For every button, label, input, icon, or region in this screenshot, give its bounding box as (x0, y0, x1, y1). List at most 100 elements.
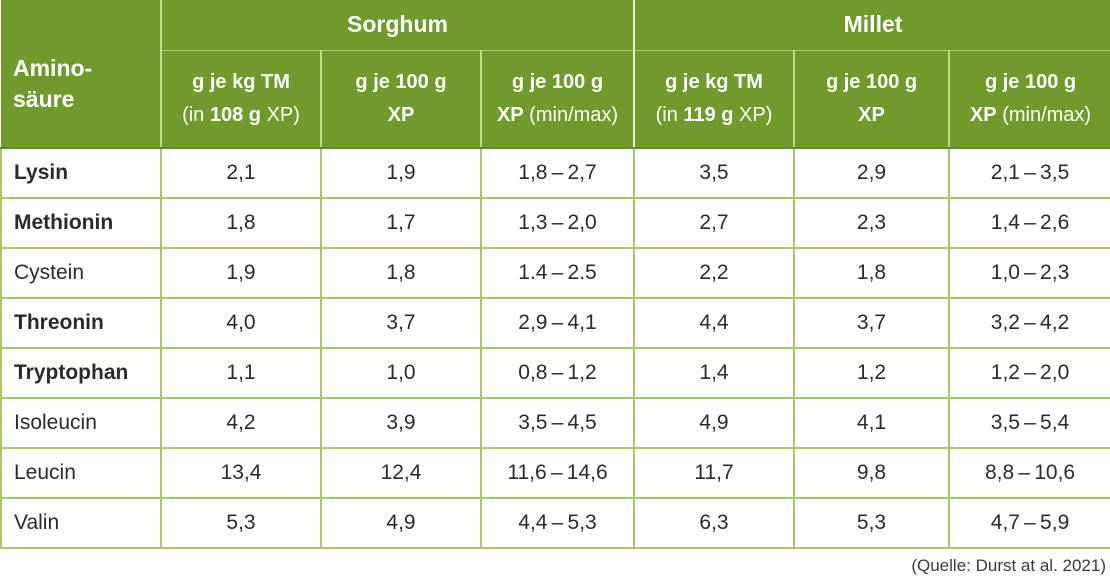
cell-value: 1,3 – 2,0 (479, 197, 636, 249)
cell-value: 1,7 (320, 197, 482, 249)
column-header-line1: g je 100 g (825, 70, 918, 93)
cell-value: 2,9 (793, 147, 951, 199)
cell-value: 4,1 (793, 397, 951, 449)
header-text: (in (655, 103, 684, 126)
amino-acid-name: Methionin (0, 197, 162, 249)
column-header-line2: XP (min/max) (950, 99, 1110, 132)
cell-value: 5,3 (160, 497, 322, 549)
header-text: XP) (261, 103, 300, 126)
amino-acid-table: Amino- säure Sorghum Millet g je kg TM (… (0, 0, 1110, 549)
cell-value: 2,7 (633, 197, 796, 249)
cell-value: 3,5 – 4,5 (479, 397, 636, 449)
cell-value: 3,5 (633, 147, 796, 199)
column-header-line1: g je kg TM (665, 70, 763, 93)
cell-value: 1,8 (160, 197, 322, 249)
amino-acid-name: Threonin (0, 297, 162, 349)
cell-value: 9,8 (793, 447, 951, 499)
cell-value: 11,6 – 14,6 (479, 447, 636, 499)
cell-value: 1,0 – 2,3 (948, 247, 1110, 299)
row-header-line1: Amino- (13, 54, 93, 81)
column-header-sorghum-g-100g-xp: g je 100 g XP (320, 50, 481, 149)
header-text-bold: XP (496, 103, 524, 126)
header-text-bold: 119 g (683, 103, 734, 126)
cell-value: 1,9 (160, 247, 322, 299)
table-row: Valin 5,3 4,9 4,4 – 5,3 6,3 5,3 4,7 – 5,… (0, 497, 1110, 549)
cell-value: 1,4 – 2,6 (948, 197, 1110, 249)
cell-value: 6,3 (633, 497, 796, 549)
column-header-sorghum-min-max: g je 100 g XP (min/max) (479, 50, 635, 149)
cell-value: 4,9 (633, 397, 796, 449)
column-header-millet-g-kg-tm: g je kg TM (in 119 g XP) (633, 50, 795, 149)
cell-value: 2,2 (633, 247, 796, 299)
cell-value: 2,1 – 3,5 (948, 147, 1110, 199)
column-header-line2: (in 119 g XP) (635, 99, 793, 132)
amino-acid-name: Lysin (0, 147, 162, 199)
amino-acid-name: Tryptophan (0, 347, 162, 399)
group-header-sorghum: Sorghum (161, 0, 636, 51)
table-header: Amino- säure Sorghum Millet g je kg TM (… (1, 0, 1110, 149)
cell-value: 1,8 (793, 247, 951, 299)
cell-value: 3,7 (320, 297, 482, 349)
column-header-line2: XP (795, 99, 948, 132)
column-header-line1: g je 100 g (355, 70, 447, 93)
cell-value: 3,9 (320, 397, 482, 449)
cell-value: 2,1 (160, 147, 322, 199)
header-text-bold: XP (387, 103, 415, 126)
cell-value: 3,7 (793, 297, 951, 349)
cell-value: 1,9 (320, 147, 482, 199)
table-row: Tryptophan 1,1 1,0 0,8 – 1,2 1,4 1,2 1,2… (0, 347, 1110, 399)
header-text: (min/max) (523, 103, 619, 126)
table-row: Leucin 13,4 12,4 11,6 – 14,6 11,7 9,8 8,… (0, 447, 1110, 499)
table-row: Cystein 1,9 1,8 1.4 – 2.5 2,2 1,8 1,0 – … (0, 247, 1110, 299)
cell-value: 0,8 – 1,2 (479, 347, 636, 399)
group-header-millet: Millet (634, 0, 1110, 51)
header-text: (min/max) (996, 103, 1092, 126)
cell-value: 4,0 (160, 297, 322, 349)
column-header-sorghum-g-kg-tm: g je kg TM (in 108 g XP) (161, 50, 321, 149)
cell-value: 3,5 – 5,4 (948, 397, 1110, 449)
column-header-line1: g je 100 g (511, 70, 604, 93)
table-row: Lysin 2,1 1,9 1,8 – 2,7 3,5 2,9 2,1 – 3,… (0, 147, 1110, 199)
source-citation: (Quelle: Durst at al. 2021) (911, 556, 1106, 575)
header-text-bold: XP (858, 103, 885, 126)
cell-value: 4,4 – 5,3 (479, 497, 636, 549)
column-header-line2: XP (min/max) (482, 99, 633, 132)
cell-value: 2,3 (793, 197, 951, 249)
amino-acid-name: Cystein (0, 247, 162, 299)
cell-value: 1,0 (320, 347, 482, 399)
cell-value: 1,8 (320, 247, 482, 299)
cell-value: 1.4 – 2.5 (479, 247, 636, 299)
cell-value: 4,4 (633, 297, 796, 349)
cell-value: 12,4 (320, 447, 482, 499)
table-body: Lysin 2,1 1,9 1,8 – 2,7 3,5 2,9 2,1 – 3,… (0, 147, 1110, 549)
cell-value: 2,9 – 4,1 (479, 297, 636, 349)
cell-value: 1,1 (160, 347, 322, 399)
amino-acid-name: Leucin (0, 447, 162, 499)
column-header-line1: g je 100 g (984, 70, 1077, 93)
table-row: Isoleucin 4,2 3,9 3,5 – 4,5 4,9 4,1 3,5 … (0, 397, 1110, 449)
header-text: XP) (733, 103, 773, 126)
amino-acid-name: Valin (0, 497, 162, 549)
column-header-line2: (in 108 g XP) (162, 99, 320, 132)
cell-value: 8,8 – 10,6 (948, 447, 1110, 499)
column-header-millet-min-max: g je 100 g XP (min/max) (948, 50, 1110, 149)
column-header-millet-g-100g-xp: g je 100 g XP (793, 50, 950, 149)
header-text: (in (182, 103, 210, 126)
cell-value: 4,7 – 5,9 (948, 497, 1110, 549)
table-row: Threonin 4,0 3,7 2,9 – 4,1 4,4 3,7 3,2 –… (0, 297, 1110, 349)
cell-value: 5,3 (793, 497, 951, 549)
table-row: Methionin 1,8 1,7 1,3 – 2,0 2,7 2,3 1,4 … (0, 197, 1110, 249)
header-text-bold: 108 g (209, 103, 262, 126)
cell-value: 1,8 – 2,7 (479, 147, 636, 199)
column-header-line2: XP (322, 99, 480, 132)
cell-value: 11,7 (633, 447, 796, 499)
row-header-line2: säure (13, 85, 75, 112)
cell-value: 3,2 – 4,2 (948, 297, 1110, 349)
column-header-row: g je kg TM (in 108 g XP) g je 100 g XP g… (1, 50, 1110, 149)
row-header-amino-saeure: Amino- säure (1, 0, 162, 149)
cell-value: 13,4 (160, 447, 322, 499)
amino-acid-name: Isoleucin (0, 397, 162, 449)
header-text-bold: XP (969, 103, 997, 126)
group-header-row: Amino- säure Sorghum Millet (1, 0, 1110, 149)
cell-value: 1,4 (633, 347, 796, 399)
